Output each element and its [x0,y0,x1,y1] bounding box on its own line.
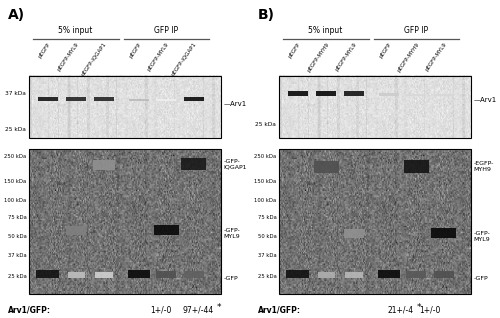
Text: pEGFP-IQGAP1: pEGFP-IQGAP1 [81,42,108,77]
Bar [184,97,204,101]
Text: 25 kDa: 25 kDa [258,274,276,279]
Bar [36,270,59,278]
Text: pEGFP-MYH9: pEGFP-MYH9 [396,42,420,73]
Bar [406,94,426,96]
Text: pEGFP-MYL9: pEGFP-MYL9 [424,42,448,72]
Text: -GFP-
MYL9: -GFP- MYL9 [224,228,240,239]
Bar [92,160,115,170]
Bar [434,94,454,96]
Text: 1+/-0: 1+/-0 [150,306,172,315]
Text: pEGFP-MYL9: pEGFP-MYL9 [57,42,80,72]
Text: pEGFP-MYL9: pEGFP-MYL9 [147,42,171,72]
Text: GFP IP: GFP IP [154,26,178,35]
Bar [68,273,85,278]
Text: —Arv1: —Arv1 [224,101,247,107]
Text: pEGFP: pEGFP [128,42,143,59]
Text: 37 kDa: 37 kDa [258,252,276,258]
Text: 50 kDa: 50 kDa [8,234,26,239]
Bar [29,76,221,138]
Text: 25 kDa: 25 kDa [6,127,26,132]
Text: A): A) [8,8,24,22]
Bar [29,149,221,294]
Bar [156,271,176,278]
Bar [66,226,86,235]
Bar [129,99,149,101]
Text: 5% input: 5% input [58,26,93,35]
Text: 150 kDa: 150 kDa [4,179,26,184]
Text: GFP IP: GFP IP [404,26,428,35]
Text: -EGFP-
MYH9: -EGFP- MYH9 [474,162,494,172]
Bar [66,97,86,101]
Bar [316,91,336,96]
Text: 37 kDa: 37 kDa [6,91,26,96]
Text: 75 kDa: 75 kDa [258,215,276,220]
Bar [154,225,179,235]
Bar [94,97,114,101]
Text: *: * [216,303,221,312]
Bar [184,271,204,278]
Text: 250 kDa: 250 kDa [4,154,26,159]
Bar [434,271,454,278]
Text: 150 kDa: 150 kDa [254,179,276,184]
Text: -GFP: -GFP [224,276,238,281]
Bar [314,161,339,173]
Bar [156,99,176,101]
Text: B): B) [258,8,274,22]
Text: 100 kDa: 100 kDa [4,197,26,203]
Text: 1+/-0: 1+/-0 [419,306,440,315]
Text: *: * [417,303,422,312]
Text: pEGFP: pEGFP [288,42,302,59]
Text: 21+/-4: 21+/-4 [388,306,413,315]
Text: -GFP: -GFP [474,276,488,281]
Bar [406,271,426,278]
Text: Arv1/GFP:: Arv1/GFP: [8,306,50,315]
Bar [344,91,364,96]
Text: pEGFP-MYL9: pEGFP-MYL9 [334,42,358,72]
Text: 250 kDa: 250 kDa [254,154,276,159]
Bar [279,149,471,294]
Text: 97+/-44: 97+/-44 [182,306,214,315]
Text: 100 kDa: 100 kDa [254,197,276,203]
Bar [431,228,456,238]
Text: -GFP-
MYL9: -GFP- MYL9 [474,231,490,242]
Bar [345,273,362,278]
Text: pEGFP: pEGFP [38,42,52,59]
Text: pEGFP-MYH9: pEGFP-MYH9 [306,42,330,73]
Bar [378,270,400,278]
Text: 50 kDa: 50 kDa [258,234,276,239]
Bar [95,273,112,278]
Text: 37 kDa: 37 kDa [8,252,26,258]
Bar [181,158,206,170]
Text: Arv1/GFP:: Arv1/GFP: [258,306,300,315]
Bar [318,273,335,278]
Text: -GFP-
IQGAP1: -GFP- IQGAP1 [224,159,247,169]
Bar [404,160,429,173]
Bar [38,97,58,101]
Bar [379,93,399,96]
Bar [128,270,150,278]
Bar [288,91,308,96]
Bar [279,76,471,138]
Text: 25 kDa: 25 kDa [256,122,276,127]
Text: 75 kDa: 75 kDa [8,215,26,220]
Text: —Arv1: —Arv1 [474,97,497,103]
Text: 25 kDa: 25 kDa [8,274,26,279]
Bar [344,229,364,238]
Text: 5% input: 5% input [308,26,343,35]
Bar [286,270,309,278]
Text: pEGFP-IQGAP1: pEGFP-IQGAP1 [171,42,198,77]
Text: pEGFP: pEGFP [378,42,393,59]
